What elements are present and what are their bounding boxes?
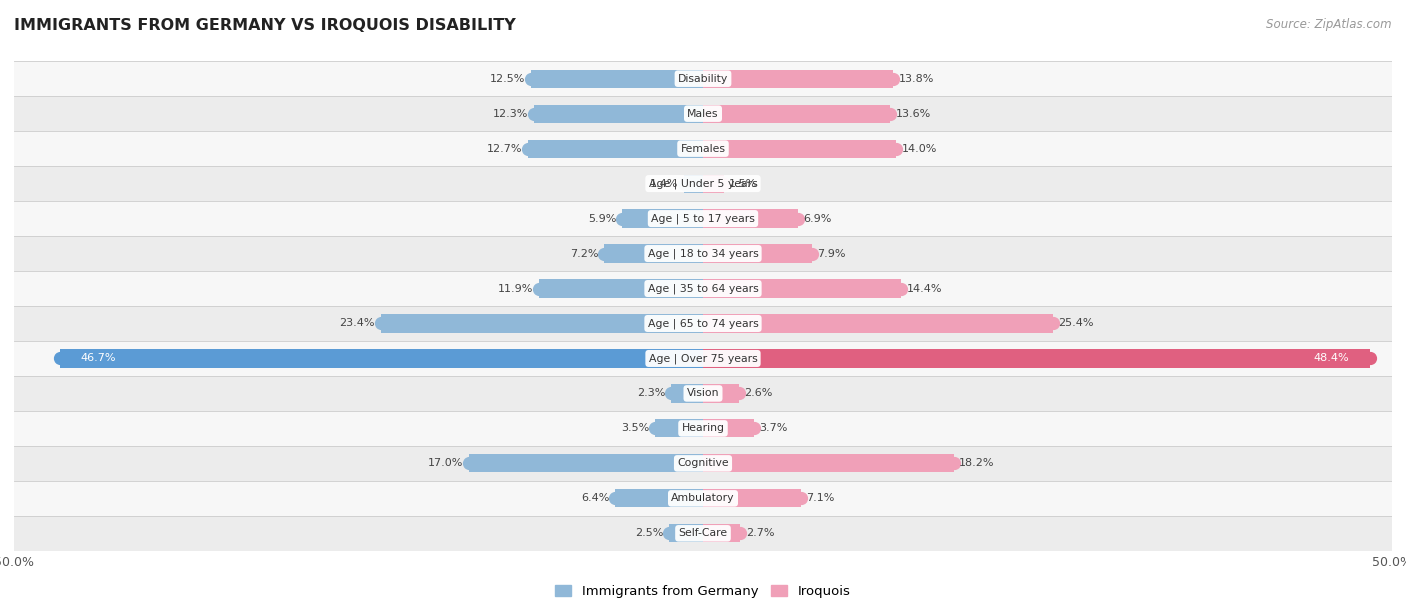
Bar [703,524,740,542]
Text: 7.2%: 7.2% [569,248,599,258]
Text: 12.7%: 12.7% [486,144,523,154]
Bar [671,384,703,403]
Bar [14,411,1392,446]
Bar [703,174,724,193]
Text: Cognitive: Cognitive [678,458,728,468]
Text: 1.5%: 1.5% [730,179,758,188]
Bar [14,481,1392,516]
Text: Ambulatory: Ambulatory [671,493,735,503]
Text: Age | Over 75 years: Age | Over 75 years [648,353,758,364]
Bar [14,516,1392,551]
Bar [703,419,754,438]
Text: 12.5%: 12.5% [489,73,526,84]
Bar [529,140,703,158]
Text: 3.7%: 3.7% [759,424,787,433]
Bar [655,419,703,438]
Text: 7.1%: 7.1% [807,493,835,503]
Text: 23.4%: 23.4% [340,318,375,329]
Bar [14,271,1392,306]
Text: 2.3%: 2.3% [637,389,666,398]
Text: 11.9%: 11.9% [498,283,533,294]
Bar [703,105,890,123]
Bar [703,489,801,507]
Bar [669,524,703,542]
Bar [468,454,703,472]
Bar [538,280,703,297]
Bar [703,244,811,263]
Bar [14,96,1392,131]
Text: Hearing: Hearing [682,424,724,433]
Bar [603,244,703,263]
Text: Source: ZipAtlas.com: Source: ZipAtlas.com [1267,18,1392,31]
Text: 2.6%: 2.6% [744,389,773,398]
Text: Age | 65 to 74 years: Age | 65 to 74 years [648,318,758,329]
Bar [614,489,703,507]
Text: 1.4%: 1.4% [650,179,678,188]
Bar [14,201,1392,236]
Text: Age | 5 to 17 years: Age | 5 to 17 years [651,214,755,224]
Bar [703,140,896,158]
Bar [621,209,703,228]
Text: 6.4%: 6.4% [581,493,609,503]
Text: 13.8%: 13.8% [898,73,934,84]
Bar [14,306,1392,341]
Text: 2.5%: 2.5% [634,528,664,539]
Bar [14,236,1392,271]
Text: Self-Care: Self-Care [679,528,727,539]
Bar [703,209,799,228]
Bar [14,341,1392,376]
Text: Age | 18 to 34 years: Age | 18 to 34 years [648,248,758,259]
Bar [14,376,1392,411]
Bar [683,174,703,193]
Bar [14,166,1392,201]
Text: Vision: Vision [686,389,720,398]
Text: 48.4%: 48.4% [1313,354,1350,364]
Text: 18.2%: 18.2% [959,458,995,468]
Text: 12.3%: 12.3% [492,109,529,119]
Bar [533,105,703,123]
Bar [59,349,703,368]
Text: 14.0%: 14.0% [901,144,936,154]
Bar [703,454,953,472]
Text: 17.0%: 17.0% [427,458,463,468]
Bar [531,70,703,88]
Text: Age | 35 to 64 years: Age | 35 to 64 years [648,283,758,294]
Bar [703,315,1053,332]
Text: 14.4%: 14.4% [907,283,942,294]
Text: Females: Females [681,144,725,154]
Bar [703,349,1369,368]
Bar [14,446,1392,481]
Text: 46.7%: 46.7% [80,354,115,364]
Text: Disability: Disability [678,73,728,84]
Text: IMMIGRANTS FROM GERMANY VS IROQUOIS DISABILITY: IMMIGRANTS FROM GERMANY VS IROQUOIS DISA… [14,18,516,34]
Text: 6.9%: 6.9% [804,214,832,223]
Text: Age | Under 5 years: Age | Under 5 years [648,178,758,189]
Text: 25.4%: 25.4% [1059,318,1094,329]
Text: 3.5%: 3.5% [621,424,650,433]
Legend: Immigrants from Germany, Iroquois: Immigrants from Germany, Iroquois [550,580,856,603]
Text: Males: Males [688,109,718,119]
Bar [703,280,901,297]
Bar [703,384,738,403]
Bar [14,131,1392,166]
Text: 13.6%: 13.6% [896,109,931,119]
Text: 5.9%: 5.9% [588,214,616,223]
Bar [703,70,893,88]
Bar [381,315,703,332]
Bar [14,61,1392,96]
Text: 7.9%: 7.9% [817,248,846,258]
Text: 2.7%: 2.7% [745,528,775,539]
